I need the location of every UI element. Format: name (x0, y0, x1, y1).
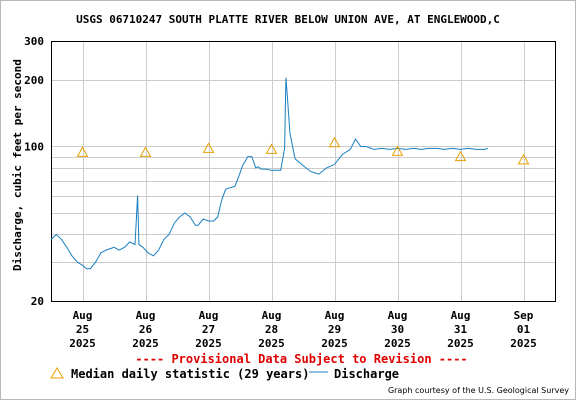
legend-line-icon (309, 371, 328, 373)
legend-median-label: Median daily statistic (29 years) (71, 367, 310, 381)
median-marker (328, 136, 341, 148)
x-tick-label: Aug (388, 309, 408, 322)
median-marker (139, 146, 152, 157)
y-tick-label: 300 (24, 35, 44, 48)
x-tick-label: 26 (139, 323, 153, 336)
x-tick-label: 2025 (447, 337, 474, 350)
legend-discharge-label: Discharge (334, 367, 400, 381)
x-tick-label: Aug (325, 309, 345, 322)
x-tick-label: 31 (454, 323, 468, 336)
x-tick-label: 30 (391, 323, 404, 336)
median-marker (454, 150, 467, 162)
x-tick-label: Sep (514, 309, 534, 322)
x-tick-label: 28 (265, 323, 278, 336)
median-marker (517, 153, 530, 165)
x-tick-label: 2025 (321, 337, 348, 350)
x-tick-label: 2025 (195, 337, 222, 350)
x-tick-label: 2025 (69, 337, 96, 350)
y-tick-label: 100 (24, 140, 44, 153)
x-tick-label: Aug (199, 309, 219, 322)
x-tick-label: Aug (136, 309, 156, 322)
x-tick-label: 01 (517, 323, 531, 336)
legend-triangle-icon (50, 367, 64, 379)
x-tick-label: 2025 (510, 337, 537, 350)
median-marker (202, 142, 215, 153)
chart-title: USGS 06710247 SOUTH PLATTE RIVER BELOW U… (76, 13, 500, 26)
median-marker (76, 146, 89, 157)
provisional-notice: ---- Provisional Data Subject to Revisio… (135, 352, 468, 366)
x-tick-label: Aug (451, 309, 471, 322)
x-tick-label: 25 (76, 323, 89, 336)
x-tick-label: 29 (328, 323, 341, 336)
x-tick-label: 2025 (258, 337, 285, 350)
x-tick-label: Aug (262, 309, 282, 322)
x-tick-label: 2025 (132, 337, 159, 350)
median-marker (391, 145, 404, 156)
y-tick-label: 20 (31, 295, 44, 308)
y-tick-label: 200 (24, 74, 44, 87)
median-marker (265, 143, 278, 154)
credit-text: Graph courtesy of the U.S. Geological Su… (387, 386, 569, 395)
plot-area-border (51, 41, 556, 302)
x-tick-label: 27 (202, 323, 215, 336)
x-tick-label: 2025 (384, 337, 411, 350)
discharge-line (50, 77, 489, 270)
x-tick-label: Aug (73, 309, 93, 322)
